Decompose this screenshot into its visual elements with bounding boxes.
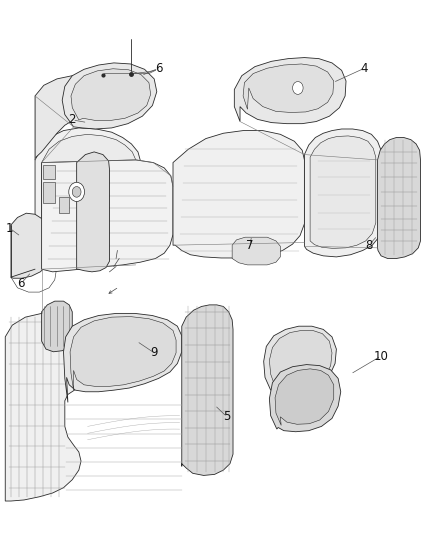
Polygon shape	[304, 129, 382, 257]
Polygon shape	[173, 131, 304, 258]
Bar	[43, 165, 55, 179]
Text: 10: 10	[374, 350, 389, 362]
Polygon shape	[378, 138, 420, 259]
Polygon shape	[42, 301, 72, 352]
Polygon shape	[42, 134, 136, 259]
Polygon shape	[11, 213, 53, 278]
Circle shape	[69, 182, 85, 201]
Bar	[43, 182, 55, 203]
Polygon shape	[42, 160, 173, 272]
Polygon shape	[5, 313, 81, 501]
Text: 7: 7	[246, 239, 254, 252]
Polygon shape	[275, 369, 334, 425]
Polygon shape	[64, 313, 182, 402]
Polygon shape	[234, 58, 346, 124]
Text: 4: 4	[360, 62, 368, 75]
Polygon shape	[35, 76, 125, 160]
Text: 6: 6	[17, 277, 25, 290]
Polygon shape	[243, 64, 334, 112]
Circle shape	[72, 187, 81, 197]
Text: 1: 1	[6, 222, 14, 235]
Polygon shape	[182, 305, 233, 475]
Text: 8: 8	[365, 239, 372, 252]
Circle shape	[293, 82, 303, 94]
Text: 2: 2	[68, 114, 76, 126]
Polygon shape	[269, 330, 332, 389]
Text: 9: 9	[150, 346, 158, 359]
Polygon shape	[35, 128, 140, 269]
Polygon shape	[232, 237, 280, 265]
Polygon shape	[269, 365, 341, 432]
Text: 6: 6	[155, 62, 162, 75]
Polygon shape	[70, 317, 176, 390]
Polygon shape	[62, 63, 157, 129]
Polygon shape	[264, 326, 336, 392]
Polygon shape	[77, 152, 110, 272]
Polygon shape	[71, 69, 151, 120]
Polygon shape	[310, 136, 376, 248]
Text: 5: 5	[223, 410, 230, 423]
Bar	[59, 197, 69, 213]
